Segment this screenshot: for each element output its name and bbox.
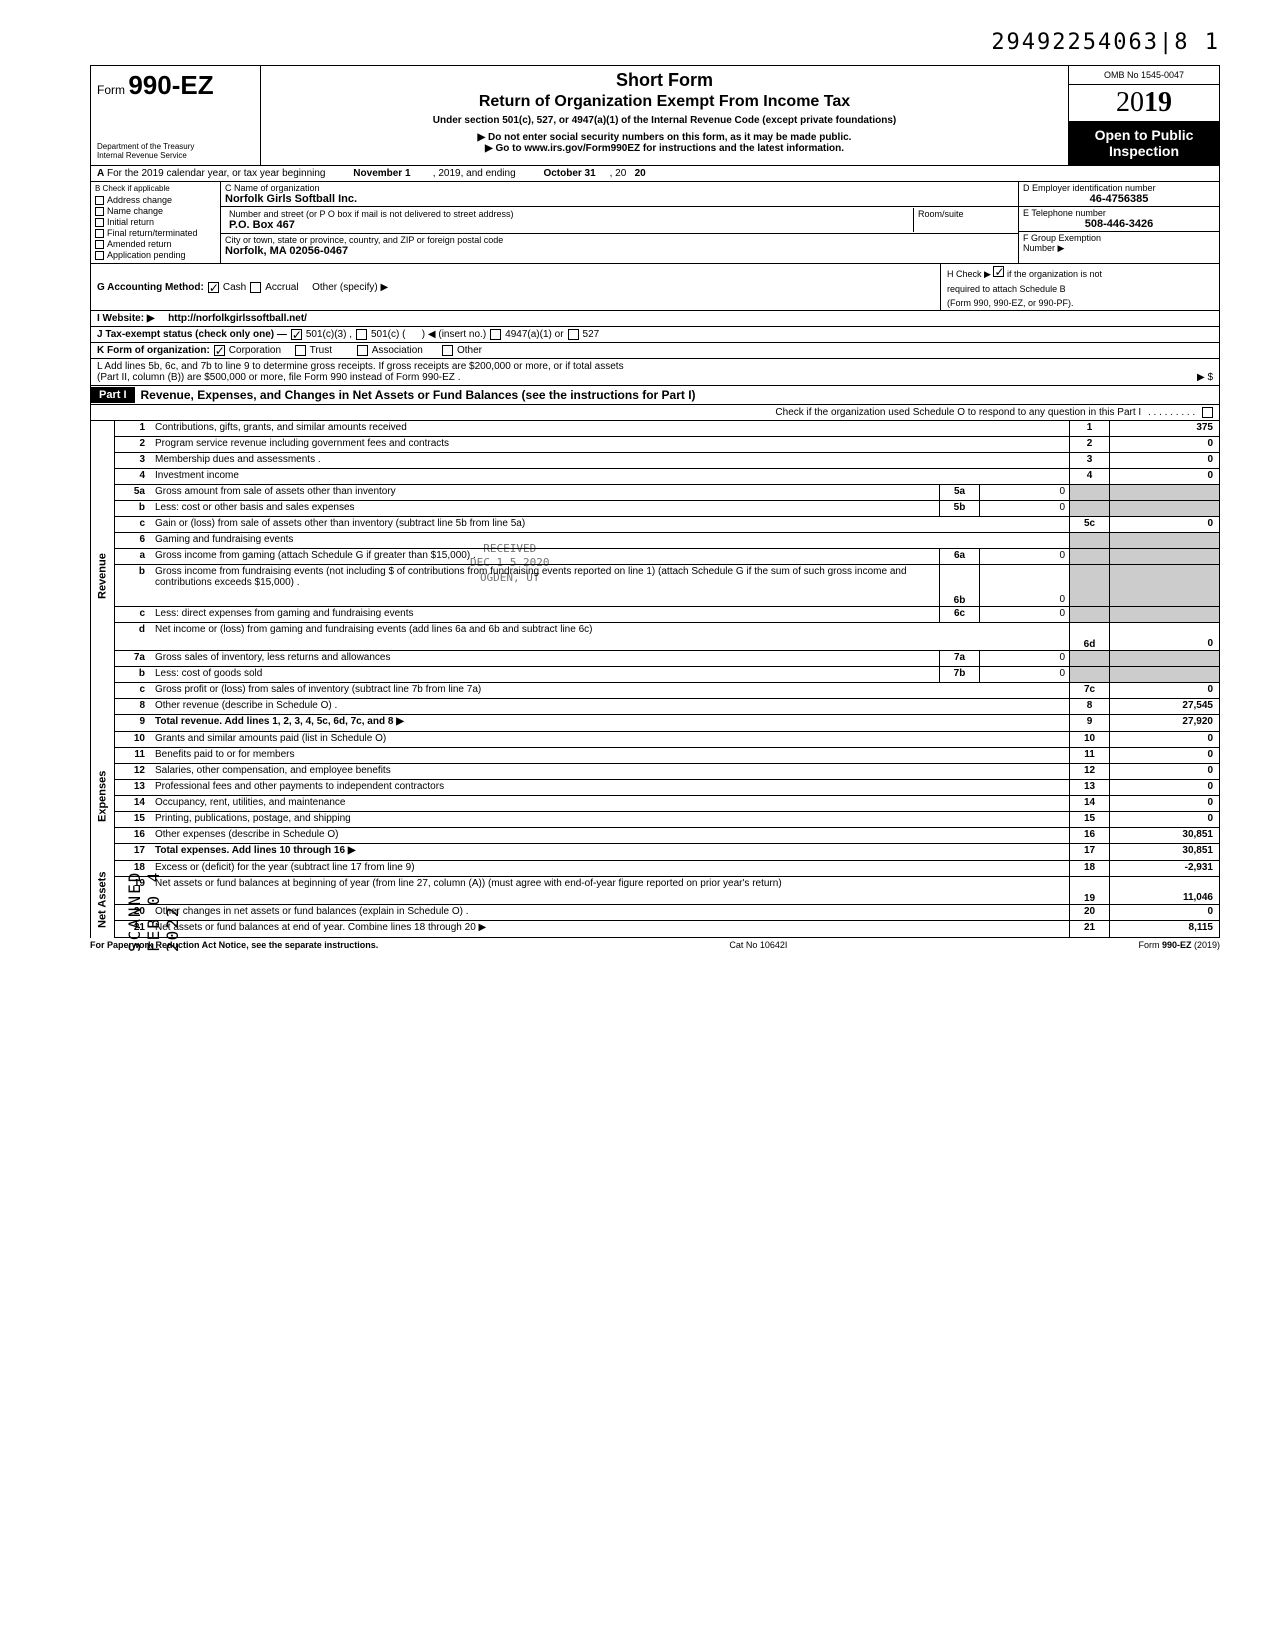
line-h: H Check ▶ if the organization is not req… — [940, 264, 1220, 311]
line-j-exempt-status: J Tax-exempt status (check only one) — 5… — [90, 327, 1220, 343]
part-i-check: Check if the organization used Schedule … — [90, 405, 1220, 421]
chk-527[interactable] — [568, 329, 579, 340]
line-6d-value: 0 — [1109, 623, 1219, 650]
form-subtitle: Under section 501(c), 527, or 4947(a)(1)… — [269, 115, 1060, 126]
line-17-value: 30,851 — [1109, 844, 1219, 860]
chk-schedule-b[interactable] — [993, 266, 1004, 277]
line-1-value: 375 — [1109, 421, 1219, 436]
line-13-value: 0 — [1109, 780, 1219, 795]
line-6a-value: 0 — [979, 549, 1069, 564]
chk-other-org[interactable] — [442, 345, 453, 356]
chk-trust[interactable] — [295, 345, 306, 356]
line-g-accounting: G Accounting Method: Cash Accrual Other … — [90, 264, 940, 311]
chk-name-change[interactable] — [95, 207, 104, 216]
form-note-2: ▶ Go to www.irs.gov/Form990EZ for instru… — [269, 143, 1060, 154]
chk-application-pending[interactable] — [95, 251, 104, 260]
form-note-1: ▶ Do not enter social security numbers o… — [269, 132, 1060, 143]
scanned-stamp: SCANNED FEB 0 4 2022 — [125, 830, 182, 952]
treasury-dept: Department of the Treasury Internal Reve… — [97, 143, 254, 161]
chk-initial-return[interactable] — [95, 218, 104, 227]
form-header: Form 990-EZ Department of the Treasury I… — [90, 65, 1220, 166]
chk-501c[interactable] — [356, 329, 367, 340]
part-i-header: Part I Revenue, Expenses, and Changes in… — [90, 386, 1220, 405]
line-21-value: 8,115 — [1109, 921, 1219, 937]
col-b-checkboxes: B Check if applicable Address change Nam… — [91, 182, 221, 263]
line-3-value: 0 — [1109, 453, 1219, 468]
chk-address-change[interactable] — [95, 196, 104, 205]
line-7c-value: 0 — [1109, 683, 1219, 698]
chk-association[interactable] — [357, 345, 368, 356]
form-number: Form 990-EZ — [97, 70, 254, 101]
line-l-gross-receipts: L Add lines 5b, 6c, and 7b to line 9 to … — [90, 359, 1220, 386]
line-15-value: 0 — [1109, 812, 1219, 827]
document-number: 29492254063|8 1 — [90, 30, 1220, 55]
open-to-public: Open to Public Inspection — [1069, 121, 1219, 165]
chk-accrual[interactable] — [250, 282, 261, 293]
line-6c-value: 0 — [979, 607, 1069, 622]
side-net-assets: Net Assets — [90, 861, 114, 938]
chk-amended[interactable] — [95, 240, 104, 249]
chk-4947[interactable] — [490, 329, 501, 340]
line-14-value: 0 — [1109, 796, 1219, 811]
line-16-value: 30,851 — [1109, 828, 1219, 843]
col-d: D Employer identification number 46-4756… — [1019, 182, 1219, 263]
received-stamp: RECEIVED DEC 1 5 2020 OGDEN, UT — [470, 542, 549, 585]
line-4-value: 0 — [1109, 469, 1219, 484]
line-11-value: 0 — [1109, 748, 1219, 763]
row-a-tax-year: A For the 2019 calendar year, or tax yea… — [90, 166, 1220, 182]
page-footer: For Paperwork Reduction Act Notice, see … — [90, 938, 1220, 952]
line-20-value: 0 — [1109, 905, 1219, 920]
line-18-value: -2,931 — [1109, 861, 1219, 876]
org-name: Norfolk Girls Softball Inc. — [225, 193, 1014, 205]
chk-501c3[interactable] — [291, 329, 302, 340]
line-19-value: 11,046 — [1109, 877, 1219, 904]
org-city: Norfolk, MA 02056-0467 — [225, 245, 1014, 257]
line-9-value: 27,920 — [1109, 715, 1219, 731]
form-title-1: Short Form — [269, 70, 1060, 91]
col-c-org: C Name of organization Norfolk Girls Sof… — [221, 182, 1019, 263]
form-title-2: Return of Organization Exempt From Incom… — [269, 93, 1060, 111]
chk-schedule-o-part-i[interactable] — [1202, 407, 1213, 418]
line-12-value: 0 — [1109, 764, 1219, 779]
line-2-value: 0 — [1109, 437, 1219, 452]
side-expenses: Expenses — [90, 732, 114, 861]
line-i-website: I Website: ▶ http://norfolkgirlssoftball… — [90, 311, 1220, 327]
line-6b-value: 0 — [979, 565, 1069, 606]
telephone: 508-446-3426 — [1023, 218, 1215, 230]
line-5a-value: 0 — [979, 485, 1069, 500]
line-7b-value: 0 — [979, 667, 1069, 682]
omb-number: OMB No 1545-0047 — [1069, 66, 1219, 85]
line-7a-value: 0 — [979, 651, 1069, 666]
line-5c-value: 0 — [1109, 517, 1219, 532]
tax-year: 2019 — [1069, 85, 1219, 121]
line-8-value: 27,545 — [1109, 699, 1219, 714]
ein: 46-4756385 — [1023, 193, 1215, 205]
room-suite-label: Room/suite — [914, 208, 1014, 232]
chk-final-return[interactable] — [95, 229, 104, 238]
side-revenue: Revenue — [90, 421, 114, 732]
line-10-value: 0 — [1109, 732, 1219, 747]
org-info-grid: B Check if applicable Address change Nam… — [90, 182, 1220, 264]
line-k-form-org: K Form of organization: Corporation Trus… — [90, 343, 1220, 359]
chk-corporation[interactable] — [214, 345, 225, 356]
chk-cash[interactable] — [208, 282, 219, 293]
line-5b-value: 0 — [979, 501, 1069, 516]
org-address: P.O. Box 467 — [229, 219, 909, 231]
